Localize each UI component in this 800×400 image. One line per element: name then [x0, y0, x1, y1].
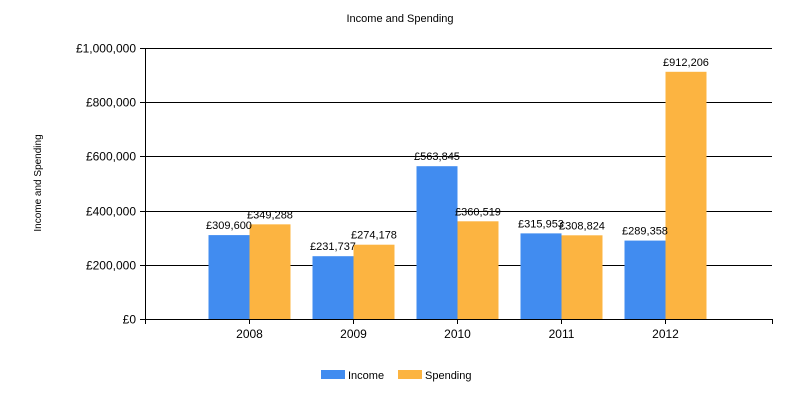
- data-labels: £309,600£349,288 £231,737£274,178 £563,845…: [206, 57, 709, 253]
- y-tick-label: £800,000: [86, 96, 136, 110]
- y-tick-label: £600,000: [86, 150, 136, 164]
- y-tick-label: £1,000,000: [76, 42, 136, 56]
- bar-income-2011: [520, 233, 562, 319]
- bar-income-2010: [416, 166, 458, 319]
- bars: [208, 71, 707, 319]
- chart-title: Income and Spending: [346, 13, 453, 25]
- data-label-income-2010: £563,845: [414, 151, 460, 163]
- bar-income-2009: [312, 256, 354, 319]
- bar-income-2012: [624, 240, 666, 319]
- bar-spending-2012: [665, 71, 707, 319]
- y-tick-label: £0: [123, 313, 137, 327]
- bar-spending-2010: [457, 221, 499, 319]
- x-tick-label: 2010: [444, 327, 471, 341]
- legend: Income Spending: [321, 370, 472, 382]
- legend-swatch-spending: [398, 370, 422, 379]
- y-axis-label: Income and Spending: [33, 134, 44, 231]
- x-tick-label: 2012: [652, 327, 679, 341]
- x-tick-label: 2009: [340, 327, 367, 341]
- legend-label-income: Income: [348, 370, 384, 382]
- legend-label-spending: Spending: [425, 370, 472, 382]
- data-label-spending-2010: £360,519: [455, 206, 501, 218]
- x-tick-label: 2011: [549, 327, 575, 341]
- data-label-income-2011: £315,953: [518, 218, 564, 230]
- data-label-spending-2012: £912,206: [663, 57, 709, 69]
- legend-swatch-income: [321, 370, 345, 379]
- axes: [140, 48, 773, 324]
- data-label-spending-2011: £308,824: [559, 220, 605, 232]
- tick-labels: £0 £200,000 £400,000 £600,000 £800,000 £1,000…: [76, 42, 679, 342]
- bar-income-2008: [208, 235, 250, 319]
- y-tick-label: £400,000: [86, 205, 136, 219]
- y-tick-label: £200,000: [86, 259, 136, 273]
- data-label-income-2009: £231,737: [310, 241, 356, 253]
- data-label-spending-2008: £349,288: [247, 209, 293, 221]
- bar-spending-2008: [249, 224, 291, 319]
- bar-spending-2009: [353, 244, 395, 319]
- x-tick-label: 2008: [236, 327, 263, 341]
- bar-spending-2011: [561, 235, 603, 319]
- data-label-spending-2009: £274,178: [351, 230, 397, 242]
- data-label-income-2012: £289,358: [622, 226, 668, 238]
- data-label-income-2008: £309,600: [206, 220, 252, 232]
